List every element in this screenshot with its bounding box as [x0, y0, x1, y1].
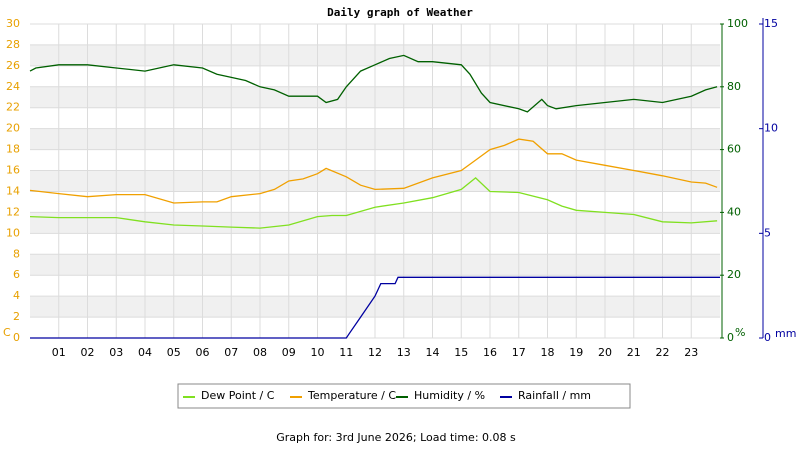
footer: Graph for: 3rd June 2026; Load time: 0.0… — [276, 431, 516, 444]
y-tick-label: 8 — [13, 247, 20, 260]
x-tick-label: 20 — [598, 346, 612, 359]
y-tick-label: 28 — [6, 38, 20, 51]
x-tick-label: 13 — [397, 346, 411, 359]
y-tick-label: 6 — [13, 268, 20, 281]
legend-label: Humidity / % — [414, 389, 485, 402]
y2-tick-label: 100 — [727, 17, 748, 30]
y-tick-label: 16 — [6, 164, 20, 177]
y-tick-label: 24 — [6, 80, 20, 93]
y3-tick-label: 5 — [764, 226, 771, 239]
y3-tick-label: 0 — [764, 331, 771, 344]
x-tick-label: 11 — [339, 346, 353, 359]
x-tick-label: 19 — [569, 346, 583, 359]
y-tick-label: 10 — [6, 226, 20, 239]
y3-axis-unit: mm — [775, 327, 796, 340]
y-tick-label: 0 — [13, 331, 20, 344]
x-tick-label: 16 — [483, 346, 497, 359]
y-tick-label: 2 — [13, 310, 20, 323]
series-line — [29, 138, 718, 204]
y-tick-label: 4 — [13, 289, 20, 302]
y3-tick-label: 10 — [764, 122, 778, 135]
y3-tick-label: 15 — [764, 17, 778, 30]
y2-tick-label: 20 — [727, 268, 741, 281]
chart-title: Daily graph of Weather — [327, 6, 473, 19]
x-tick-label: 10 — [311, 346, 325, 359]
x-tick-label: 04 — [138, 346, 152, 359]
x-tick-label: 18 — [541, 346, 555, 359]
series-line — [30, 276, 720, 339]
x-tick-label: 21 — [627, 346, 641, 359]
legend-label: Dew Point / C — [201, 389, 275, 402]
y-tick-label: 20 — [6, 122, 20, 135]
x-tick-label: 01 — [52, 346, 66, 359]
x-tick-label: 03 — [109, 346, 123, 359]
legend-label: Rainfall / mm — [518, 389, 591, 402]
y2-tick-label: 60 — [727, 143, 741, 156]
y-tick-label: 22 — [6, 101, 20, 114]
y-tick-label: 14 — [6, 184, 20, 197]
y-tick-label: 12 — [6, 205, 20, 218]
y2-axis-unit: % — [735, 326, 745, 339]
x-tick-label: 06 — [196, 346, 210, 359]
x-tick-label: 17 — [512, 346, 526, 359]
x-tick-label: 12 — [368, 346, 382, 359]
x-tick-label: 08 — [253, 346, 267, 359]
series-line — [29, 177, 718, 229]
x-tick-label: 07 — [224, 346, 238, 359]
x-tick-label: 22 — [656, 346, 670, 359]
x-tick-label: 15 — [454, 346, 468, 359]
y-axis-unit: C — [3, 326, 11, 339]
series-line — [29, 54, 718, 113]
y2-tick-label: 40 — [727, 205, 741, 218]
x-tick-label: 23 — [684, 346, 698, 359]
x-tick-label: 02 — [81, 346, 95, 359]
y-tick-label: 18 — [6, 143, 20, 156]
y-tick-label: 26 — [6, 59, 20, 72]
y-tick-label: 30 — [6, 17, 20, 30]
x-tick-label: 14 — [426, 346, 440, 359]
y2-tick-label: 80 — [727, 80, 741, 93]
x-tick-label: 05 — [167, 346, 181, 359]
legend-label: Temperature / C — [307, 389, 396, 402]
x-tick-label: 09 — [282, 346, 296, 359]
y2-tick-label: 0 — [727, 331, 734, 344]
